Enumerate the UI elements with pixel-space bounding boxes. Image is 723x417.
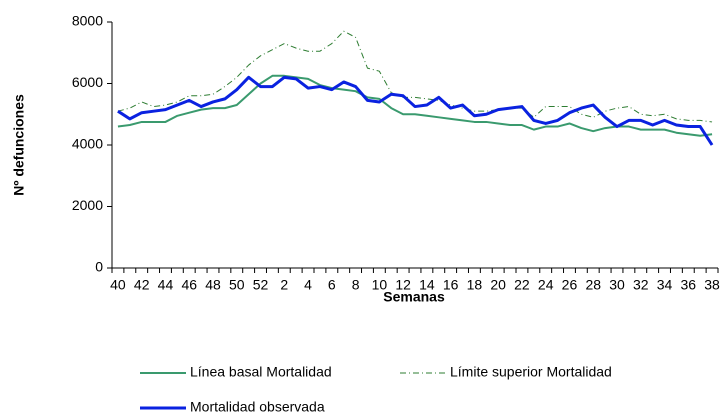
x-tick-label: 6 <box>328 277 336 293</box>
x-tick-label: 14 <box>419 277 435 293</box>
y-tick-label: 6000 <box>72 74 103 90</box>
x-tick-label: 22 <box>514 277 530 293</box>
series-line <box>117 74 713 137</box>
y-axis-label: Nº defunciones <box>11 94 27 196</box>
x-tick-label: 36 <box>681 277 697 293</box>
legend-label: Línea basal Mortalidad <box>190 364 332 380</box>
x-tick-label: 28 <box>585 277 601 293</box>
legend-label: Mortalidad observada <box>190 399 325 415</box>
legend-label: Límite superior Mortalidad <box>450 364 612 380</box>
x-tick-label: 24 <box>538 277 554 293</box>
x-tick-label: 12 <box>395 277 411 293</box>
x-tick-label: 10 <box>372 277 388 293</box>
x-tick-label: 38 <box>704 277 720 293</box>
y-tick-label: 0 <box>95 259 103 275</box>
y-tick-label: 8000 <box>72 13 103 29</box>
x-tick-label: 52 <box>253 277 269 293</box>
x-tick-label: 32 <box>633 277 649 293</box>
x-tick-label: 8 <box>352 277 360 293</box>
x-tick-label: 44 <box>158 277 174 293</box>
x-axis-label: Semanas <box>383 289 445 305</box>
x-tick-label: 4 <box>304 277 312 293</box>
x-tick-label: 18 <box>467 277 483 293</box>
x-tick-label: 48 <box>205 277 221 293</box>
x-tick-label: 34 <box>657 277 673 293</box>
series-line <box>117 75 714 146</box>
y-tick-label: 2000 <box>72 197 103 213</box>
series-line <box>117 30 713 123</box>
x-tick-label: 26 <box>562 277 578 293</box>
x-tick-label: 50 <box>229 277 245 293</box>
x-tick-label: 42 <box>134 277 150 293</box>
y-tick-label: 4000 <box>72 136 103 152</box>
x-tick-label: 40 <box>110 277 126 293</box>
x-tick-label: 46 <box>181 277 197 293</box>
x-tick-label: 2 <box>280 277 288 293</box>
x-tick-label: 30 <box>609 277 625 293</box>
x-tick-label: 20 <box>490 277 506 293</box>
x-tick-label: 16 <box>443 277 459 293</box>
